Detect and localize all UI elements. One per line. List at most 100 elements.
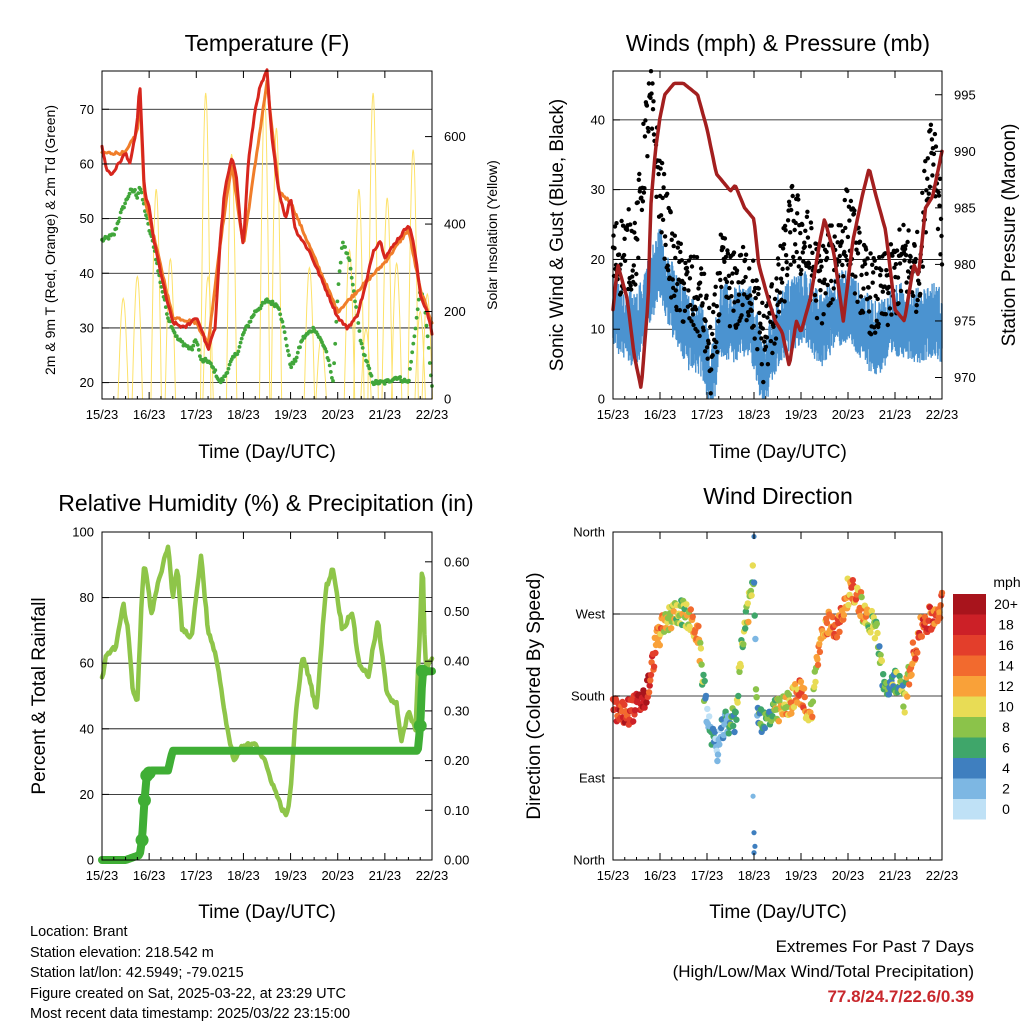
gust-point — [814, 315, 820, 321]
gust-point — [702, 349, 708, 354]
gust-point — [765, 315, 770, 320]
gust-point — [874, 318, 879, 323]
gust-point — [709, 367, 714, 372]
colorbar-swatch — [953, 717, 986, 738]
gust-point — [740, 302, 745, 308]
gust-point — [714, 340, 719, 345]
gust-point — [817, 268, 823, 273]
gust-point — [764, 303, 769, 309]
direction-point — [711, 728, 719, 735]
dewpoint-point — [333, 341, 338, 346]
y2-tick-label: 600 — [444, 129, 466, 144]
direction-point — [814, 661, 822, 669]
gust-point — [648, 95, 653, 101]
gust-point — [890, 253, 895, 258]
gust-point — [731, 250, 737, 255]
gust-point — [616, 252, 622, 257]
gust-point — [796, 264, 801, 269]
gust-point — [845, 234, 851, 240]
x-tick-label: 18/23 — [227, 868, 260, 883]
station-elevation: Station elevation: 218.542 m — [30, 944, 214, 961]
gust-point — [808, 220, 814, 225]
gust-point — [769, 282, 775, 287]
gust-point — [920, 190, 925, 195]
x-tick-label: 18/23 — [227, 407, 260, 422]
dewpoint-point — [237, 345, 242, 349]
gust-point — [889, 312, 894, 317]
y-tick-label: 100 — [72, 525, 94, 540]
insolation-peak — [200, 92, 212, 400]
y2-tick-label: 0.10 — [444, 803, 469, 818]
temperature-x-label: Time (Day/UTC) — [198, 442, 336, 463]
colorbar-label: 6 — [1002, 740, 1010, 756]
gust-point — [735, 322, 740, 327]
gust-point — [658, 166, 663, 171]
gust-point — [819, 264, 824, 269]
colorbar-swatch — [953, 799, 986, 820]
dewpoint-point — [360, 346, 365, 350]
gust-point — [645, 125, 651, 131]
insolation-peak — [117, 297, 129, 400]
gust-point — [760, 300, 765, 305]
gust-point — [760, 326, 765, 331]
gust-point — [915, 297, 920, 303]
gust-point — [708, 324, 713, 330]
gust-point — [803, 228, 808, 233]
direction-point — [725, 730, 732, 737]
x-tick-label: 16/23 — [133, 868, 166, 883]
gust-point — [639, 207, 645, 213]
direction-point — [809, 698, 817, 705]
dewpoint-point — [345, 251, 350, 256]
gust-point — [802, 240, 807, 245]
gust-point — [710, 353, 715, 358]
x-tick-label: 20/23 — [832, 868, 865, 883]
gust-point — [626, 207, 631, 212]
direction-point — [748, 592, 755, 599]
humidity-plot-frame — [101, 531, 433, 861]
gust-point — [855, 299, 860, 304]
dewpoint-point — [139, 190, 144, 195]
gust-point — [783, 253, 789, 258]
gust-point — [841, 274, 846, 279]
gust-point — [770, 350, 775, 356]
gust-point — [628, 283, 633, 288]
gust-point — [870, 262, 875, 267]
gust-point — [660, 217, 666, 222]
insolation-peak — [421, 292, 433, 400]
gust-point — [863, 247, 869, 252]
gust-point — [716, 319, 721, 324]
gust-point — [868, 251, 873, 256]
gust-point — [902, 246, 908, 252]
gust-point — [693, 307, 699, 312]
y-tick-label: West — [576, 607, 606, 622]
direction-point — [829, 613, 836, 621]
dewpoint-point — [359, 341, 364, 346]
y-tick-label: 80 — [80, 590, 94, 605]
gust-point — [640, 199, 646, 204]
gust-point — [892, 265, 897, 270]
dewpoint-point — [347, 258, 352, 263]
dewpoint-point — [326, 358, 331, 363]
gust-point — [776, 262, 781, 267]
gust-point — [907, 259, 912, 264]
insolation-peak — [131, 274, 143, 400]
dewpoint-point — [165, 312, 169, 316]
gust-point — [763, 344, 769, 349]
gust-point — [682, 286, 687, 292]
direction-point — [730, 722, 737, 729]
gust-point — [820, 243, 826, 249]
colorbar-swatch — [953, 614, 986, 635]
dewpoint-point — [278, 312, 283, 317]
direction-point — [645, 689, 653, 696]
gust-point — [914, 303, 919, 308]
precip-step-point — [137, 793, 151, 807]
dewpoint-point — [363, 353, 367, 358]
gust-point — [698, 293, 703, 298]
dewpoint-point — [172, 330, 177, 335]
gust-point — [704, 345, 710, 350]
gust-point — [642, 186, 647, 191]
dewpoint-point — [117, 216, 122, 221]
gust-point — [904, 280, 909, 285]
dewpoint-point — [324, 349, 329, 354]
gust-point — [683, 260, 688, 266]
